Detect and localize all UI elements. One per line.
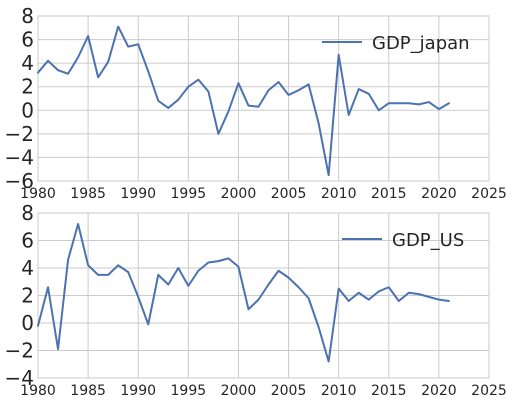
y-tick-label: 0 (21, 98, 34, 122)
y-tick-label: 8 (21, 4, 34, 28)
legend-label: GDP_japan (372, 33, 470, 54)
legend: GDP_japan (322, 33, 470, 54)
x-tick-label: 2000 (221, 383, 257, 399)
y-tick-label: 6 (21, 28, 34, 52)
y-tick-label: 4 (21, 51, 34, 75)
x-tick-label: 2020 (421, 186, 457, 202)
x-tick-label: 2015 (371, 383, 407, 399)
x-tick-label: 2010 (321, 186, 357, 202)
y-tick-label: 2 (21, 284, 34, 308)
legend-label: GDP_US (392, 230, 464, 251)
x-tick-label: 2000 (221, 186, 257, 202)
x-tick-label: 1990 (120, 186, 156, 202)
y-tick-label: −6 (5, 169, 34, 193)
x-tick-label: 2020 (421, 383, 457, 399)
y-tick-label: −2 (5, 339, 34, 363)
y-tick-label: 4 (21, 256, 34, 280)
y-tick-label: −4 (5, 366, 34, 390)
x-tick-label: 2005 (271, 383, 307, 399)
x-tick-label: 1980 (20, 383, 56, 399)
x-tick-label: 1980 (20, 186, 56, 202)
x-tick-label: 1995 (171, 383, 207, 399)
y-tick-label: 0 (21, 311, 34, 335)
y-tick-label: −2 (5, 122, 34, 146)
x-tick-label: 2025 (471, 383, 507, 399)
series-line-GDP_US (37, 223, 450, 363)
x-tick-label: 1995 (171, 186, 207, 202)
legend: GDP_US (342, 230, 464, 251)
chart-panel-2: −4 −2 0 2 4 6 8 1980 1985 1990 1995 2000 2005 2010 201… (5, 201, 507, 399)
x-tick-label: 2010 (321, 383, 357, 399)
y-tick-label: 2 (21, 75, 34, 99)
x-tick-label: 2025 (471, 186, 507, 202)
x-tick-label: 1985 (70, 383, 106, 399)
x-tick-label: 2005 (271, 186, 307, 202)
plot-frame (37, 15, 490, 182)
series-line-GDP_japan (37, 25, 450, 177)
y-tick-label: 8 (21, 201, 34, 225)
x-tick-label: 1990 (120, 383, 156, 399)
y-tick-label: −4 (5, 145, 34, 169)
x-tick-label: 2015 (371, 186, 407, 202)
y-tick-label: 6 (21, 229, 34, 253)
plot-frame (37, 212, 490, 379)
x-tick-label: 1985 (70, 186, 106, 202)
